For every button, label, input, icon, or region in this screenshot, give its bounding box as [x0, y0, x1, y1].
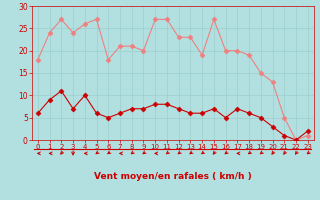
- X-axis label: Vent moyen/en rafales ( km/h ): Vent moyen/en rafales ( km/h ): [94, 172, 252, 181]
